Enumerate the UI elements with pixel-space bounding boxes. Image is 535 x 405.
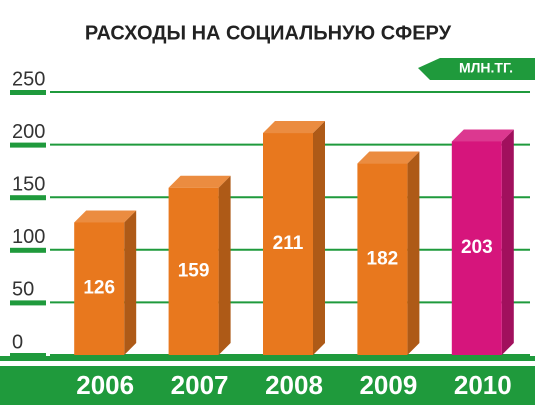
- bar: [357, 163, 408, 355]
- tick-mark: [10, 142, 46, 148]
- bar-top: [74, 210, 137, 223]
- data-label: 159: [178, 260, 210, 281]
- bar: [451, 141, 502, 355]
- tick-mark: [10, 90, 46, 95]
- bar: [263, 133, 313, 355]
- tick-mark: [10, 300, 46, 306]
- year-band: [0, 366, 535, 405]
- data-label: 211: [273, 233, 304, 254]
- x-tick-label: 2006: [76, 370, 134, 400]
- bar: [168, 187, 219, 355]
- y-tick-label: 100: [12, 226, 45, 248]
- bar-side: [313, 121, 325, 355]
- bar-side: [218, 175, 231, 355]
- y-tick-label: 250: [12, 68, 45, 90]
- unit-tag: [418, 58, 535, 80]
- bar-side: [124, 210, 137, 355]
- bar-side: [407, 151, 420, 355]
- tick-mark: [10, 195, 46, 201]
- tick-mark: [10, 353, 46, 358]
- x-tick-label: 2008: [265, 370, 323, 400]
- y-tick-label: 150: [12, 173, 45, 195]
- x-tick-label: 2010: [454, 370, 512, 400]
- tick-mark: [10, 247, 46, 253]
- y-tick-label: 50: [12, 279, 34, 301]
- chart-title: РАСХОДЫ НА СОЦИАЛЬНУЮ СФЕРУ: [85, 22, 452, 44]
- y-tick-label: 200: [12, 121, 45, 143]
- bar-top: [451, 129, 514, 142]
- x-tick-label: 2009: [359, 370, 417, 400]
- bar: [74, 222, 125, 355]
- data-label: 126: [83, 278, 115, 299]
- bar-top: [168, 175, 231, 188]
- bar-top: [263, 121, 325, 134]
- unit-label: МЛН.ТГ.: [459, 60, 513, 76]
- data-label: 182: [367, 248, 399, 269]
- bar-side: [501, 129, 514, 355]
- baseline-band: [0, 356, 535, 361]
- bar-top: [357, 151, 420, 164]
- x-tick-label: 2007: [171, 370, 229, 400]
- data-label: 203: [461, 237, 493, 258]
- y-tick-label: 0: [12, 331, 23, 353]
